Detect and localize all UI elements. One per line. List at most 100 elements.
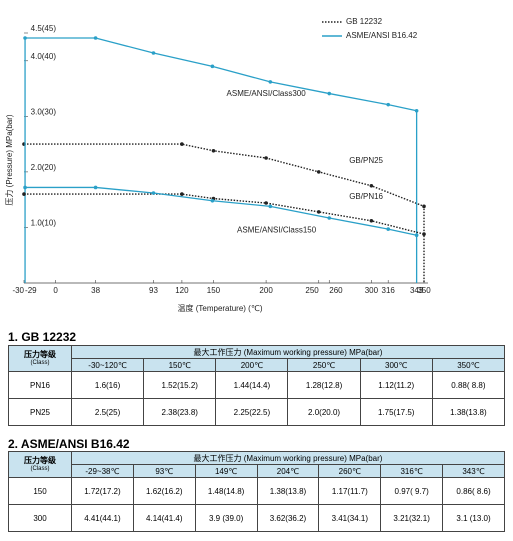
cell: 1.38(13.8) xyxy=(256,477,320,505)
cell: 4.41(44.1) xyxy=(71,504,134,532)
table-row: PN25 2.5(25) 2.38(23.8) 2.25(22.5) 2.0(20.0)… xyxy=(8,398,506,426)
class-head: 压力等级 xyxy=(24,349,56,359)
cell: 3.41(34.1) xyxy=(318,504,382,532)
point xyxy=(210,64,215,69)
column-header: 350℃ xyxy=(431,358,506,372)
column-header: 300℃ xyxy=(359,358,433,372)
cell: 1.62(16.2) xyxy=(132,477,196,505)
column-header: 250℃ xyxy=(287,358,361,372)
point xyxy=(180,192,184,196)
point xyxy=(386,102,391,107)
point xyxy=(93,185,98,190)
section-title: 2. ASME/ANSI B16.42 xyxy=(8,437,130,451)
cell: 3.9 (39.0) xyxy=(194,504,258,532)
cell: 1.44(14.4) xyxy=(215,371,289,399)
series-line xyxy=(24,143,425,283)
x-tick-label: -29 xyxy=(25,286,37,295)
data-table: 压力等级 (Class) 最大工作压力 (Maximum working press… xyxy=(8,451,505,532)
column-header: 200℃ xyxy=(215,358,289,372)
x-axis-label: 温度 (Temperature) (℃) xyxy=(178,303,263,313)
point xyxy=(422,232,426,236)
x-tick-label: 250 xyxy=(305,286,319,295)
point xyxy=(422,204,426,209)
cell: 1.48(14.8) xyxy=(194,477,258,505)
point xyxy=(180,142,184,146)
x-tick-label: 150 xyxy=(207,286,221,295)
column-header: 260℃ xyxy=(318,464,382,478)
class-header: 压力等级 (Class) xyxy=(8,451,72,478)
x-tick-label: 38 xyxy=(91,286,100,295)
column-header: 149℃ xyxy=(194,464,258,478)
cell: 3.21(32.1) xyxy=(380,504,444,532)
class-head: 压力等级 xyxy=(24,455,56,465)
legend-label: ASME/ANSI B16.42 xyxy=(346,31,418,40)
cell: 3.1 (13.0) xyxy=(442,504,505,532)
x-tick-label: 343 xyxy=(410,286,424,295)
x-tick-label: 350 xyxy=(417,286,431,295)
column-header: 93℃ xyxy=(132,464,196,478)
cell: PN25 xyxy=(8,398,72,426)
column-header: 343℃ xyxy=(442,464,505,478)
cell: 3.62(36.2) xyxy=(256,504,320,532)
legend-label: GB 12232 xyxy=(346,17,383,26)
span-header: 最大工作压力 (Maximum working pressure) MPa(ba… xyxy=(71,345,505,359)
y-axis-label: 压力 (Pressure) MPa(bar) xyxy=(4,114,14,205)
x-tick-label: 316 xyxy=(382,286,396,295)
header-row: 压力等级 (Class) 最大工作压力 (Maximum working press… xyxy=(8,451,505,478)
class-sub: (Class) xyxy=(30,359,50,366)
point xyxy=(211,148,216,153)
table-row: 150 1.72(17.2) 1.62(16.2) 1.48(14.8) 1.38(13… xyxy=(8,477,505,505)
cell: 0.88( 8.8) xyxy=(431,371,506,399)
cell: 4.14(41.4) xyxy=(132,504,196,532)
cell: 300 xyxy=(8,504,72,532)
point xyxy=(414,233,419,238)
cell: 1.17(11.7) xyxy=(318,477,382,505)
point xyxy=(264,201,268,205)
x-tick-label: 200 xyxy=(259,286,273,295)
header-row: -30~120℃ 150℃ 200℃ 250℃ 300℃ 350℃ xyxy=(9,358,506,372)
point xyxy=(22,192,26,196)
data-table: 压力等级 (Class) 最大工作压力 (Maximum working press… xyxy=(8,345,506,426)
cell: 0.97( 9.7) xyxy=(380,477,444,505)
x-tick-label: 260 xyxy=(329,286,343,295)
cell: 1.38(13.8) xyxy=(431,398,506,426)
annotation: GB/PN16 xyxy=(349,192,383,201)
annotation: GB/PN25 xyxy=(349,156,383,165)
point xyxy=(369,183,374,188)
point xyxy=(23,185,27,190)
y-tick-label: 2.0(20) xyxy=(31,163,57,172)
point xyxy=(151,51,156,55)
header-row: -29~38℃ 93℃ 149℃ 204℃ 260℃ 316℃ 343℃ xyxy=(9,464,505,478)
point xyxy=(386,227,391,231)
point xyxy=(327,91,332,96)
cell: 1.52(15.2) xyxy=(143,371,217,399)
point xyxy=(23,36,27,40)
x-tick-label: 0 xyxy=(53,286,58,295)
table-row: PN16 1.6(16) 1.52(15.2) 1.44(14.4) 1.28(12.8… xyxy=(8,371,506,399)
cell: 2.0(20.0) xyxy=(287,398,361,426)
cell: 2.25(22.5) xyxy=(215,398,289,426)
point xyxy=(369,218,374,223)
point xyxy=(316,210,321,214)
section-title: 1. GB 12232 xyxy=(8,330,77,344)
cell: 2.5(25) xyxy=(70,398,145,426)
column-header: -29~38℃ xyxy=(71,464,134,478)
y-tick-label: 3.0(30) xyxy=(31,107,57,116)
point xyxy=(210,198,215,203)
class-header: 压力等级 (Class) xyxy=(8,345,72,372)
y-tick-label: 1.0(10) xyxy=(31,219,57,228)
column-header: 150℃ xyxy=(143,358,217,372)
annotation: ASME/ANSI/Class300 xyxy=(227,89,307,98)
x-tick-label: 300 xyxy=(365,286,379,295)
series-line xyxy=(25,186,417,236)
y-tick-label: 4.5(45) xyxy=(31,24,57,33)
column-header: 204℃ xyxy=(256,464,320,478)
cell: 1.72(17.2) xyxy=(71,477,134,505)
point xyxy=(268,204,273,209)
cell: 1.28(12.8) xyxy=(287,371,361,399)
y-tick-label: 4.0(40) xyxy=(31,52,57,61)
class-sub: (Class) xyxy=(30,465,50,472)
span-header: 最大工作压力 (Maximum working pressure) MPa(ba… xyxy=(71,451,505,465)
point xyxy=(268,80,273,84)
